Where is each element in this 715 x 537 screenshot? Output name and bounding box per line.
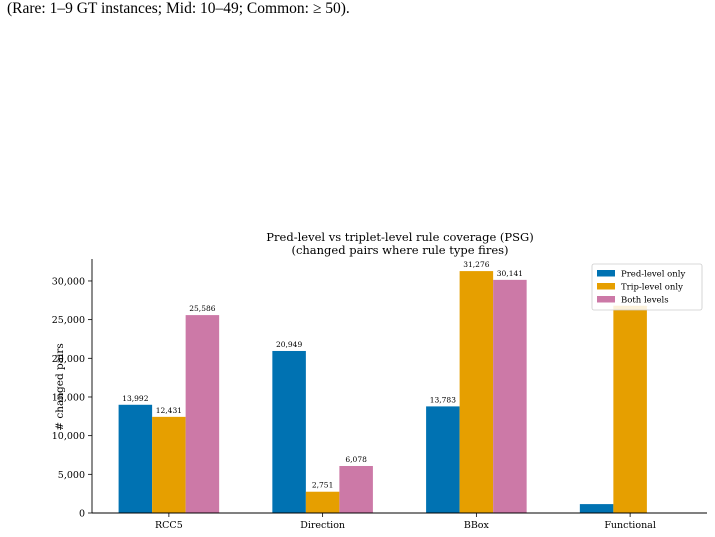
y-tick-label: 15,000 xyxy=(52,392,85,403)
bar xyxy=(493,279,527,513)
y-tick-label: 0 xyxy=(79,509,85,520)
y-tick-label: 5,000 xyxy=(58,470,85,481)
data-label: 12,431 xyxy=(156,406,182,415)
bar xyxy=(185,315,220,513)
legend-swatch xyxy=(597,283,615,290)
legend-label: Pred-level only xyxy=(621,270,685,280)
legend-label: Trip-level only xyxy=(621,283,683,293)
x-tick-label: Direction xyxy=(300,520,345,531)
bars-group xyxy=(118,271,647,513)
data-label: 30,141 xyxy=(497,269,523,278)
legend-label: Both levels xyxy=(621,296,669,306)
data-label: 2,751 xyxy=(312,481,333,490)
y-axis-label: # changed pairs xyxy=(54,343,66,431)
x-tick-label: RCC5 xyxy=(155,520,183,531)
legend-swatch xyxy=(597,270,615,277)
legend-box xyxy=(591,263,703,311)
data-label: 6,078 xyxy=(345,455,367,464)
x-tick-label: BBox xyxy=(464,520,490,531)
chart-title: Pred-level vs triplet-level rule coverag… xyxy=(266,230,533,244)
x-ticks-group: RCC5 Direction BBox Functional xyxy=(155,513,656,531)
chart-subtitle: (changed pairs where rule type fires) xyxy=(291,243,508,257)
bar xyxy=(426,406,460,513)
data-label: 31,276 xyxy=(463,260,489,269)
y-tick-label: 20,000 xyxy=(52,354,85,365)
data-labels-group: 13,992 12,431 25,586 20,949 2,751 6,078 13,783… xyxy=(122,260,523,490)
y-tick-label: 30,000 xyxy=(52,276,85,287)
data-label: 13,783 xyxy=(430,395,456,404)
data-label: 13,992 xyxy=(122,394,148,403)
bar xyxy=(118,404,153,513)
y-tick-label: 25,000 xyxy=(52,315,85,326)
bar xyxy=(339,465,373,513)
data-label: 25,586 xyxy=(189,304,215,313)
bar xyxy=(459,271,494,513)
bar xyxy=(613,305,647,513)
bar xyxy=(579,504,614,513)
legend: Pred-level only Trip-level only Both level… xyxy=(591,263,703,311)
caption-text: (Rare: 1–9 GT instances; Mid: 10–49; Com… xyxy=(7,0,350,17)
legend-swatch xyxy=(597,296,615,303)
x-tick-label: Functional xyxy=(604,520,656,531)
bar xyxy=(152,416,186,513)
y-ticks-group: 0 5,000 10,000 15,000 20,000 25,000 30,000 xyxy=(52,276,92,520)
bar xyxy=(272,350,306,513)
data-label: 20,949 xyxy=(276,340,302,349)
y-tick-label: 10,000 xyxy=(52,431,85,442)
bar xyxy=(305,491,340,513)
